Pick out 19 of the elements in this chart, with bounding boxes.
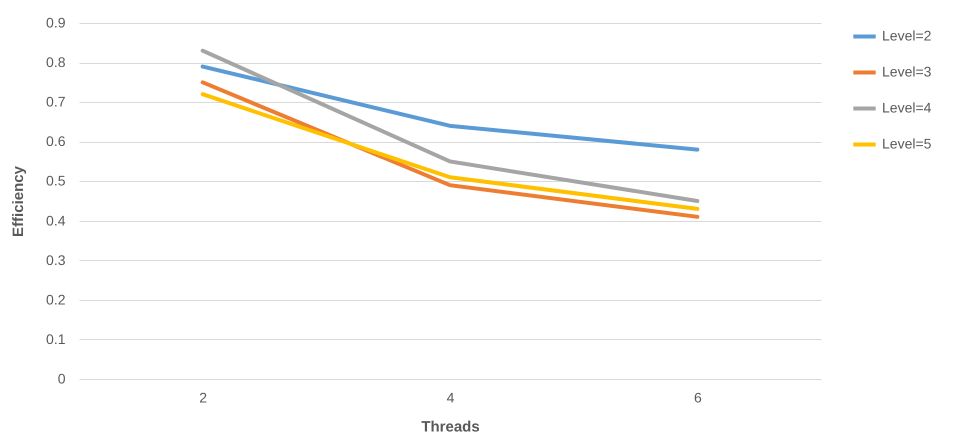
x-tick-label: 2 [199,390,208,406]
y-tick-label: 0.4 [46,212,66,228]
y-tick-label: 0.3 [46,252,66,268]
x-axis-title: Threads [421,418,480,436]
legend-label: Level=2 [882,28,932,44]
y-tick-label: 0.9 [46,14,66,30]
x-tick-label: 6 [694,390,702,406]
y-tick-label: 0.2 [46,291,66,308]
y-tick-label: 0.5 [46,172,66,189]
x-tick-label: 4 [446,390,455,406]
y-tick-label: 0.7 [46,94,66,110]
legend-label: Level=3 [882,64,932,80]
y-axis-title: Efficiency [10,165,28,237]
legend-label: Level=5 [882,136,932,152]
y-tick-label: 0 [58,370,66,386]
y-tick-label: 0.8 [46,54,66,70]
legend-label: Level=4 [882,100,932,116]
y-tick-label: 0.1 [46,330,66,347]
y-tick-label: 0.6 [46,133,66,150]
